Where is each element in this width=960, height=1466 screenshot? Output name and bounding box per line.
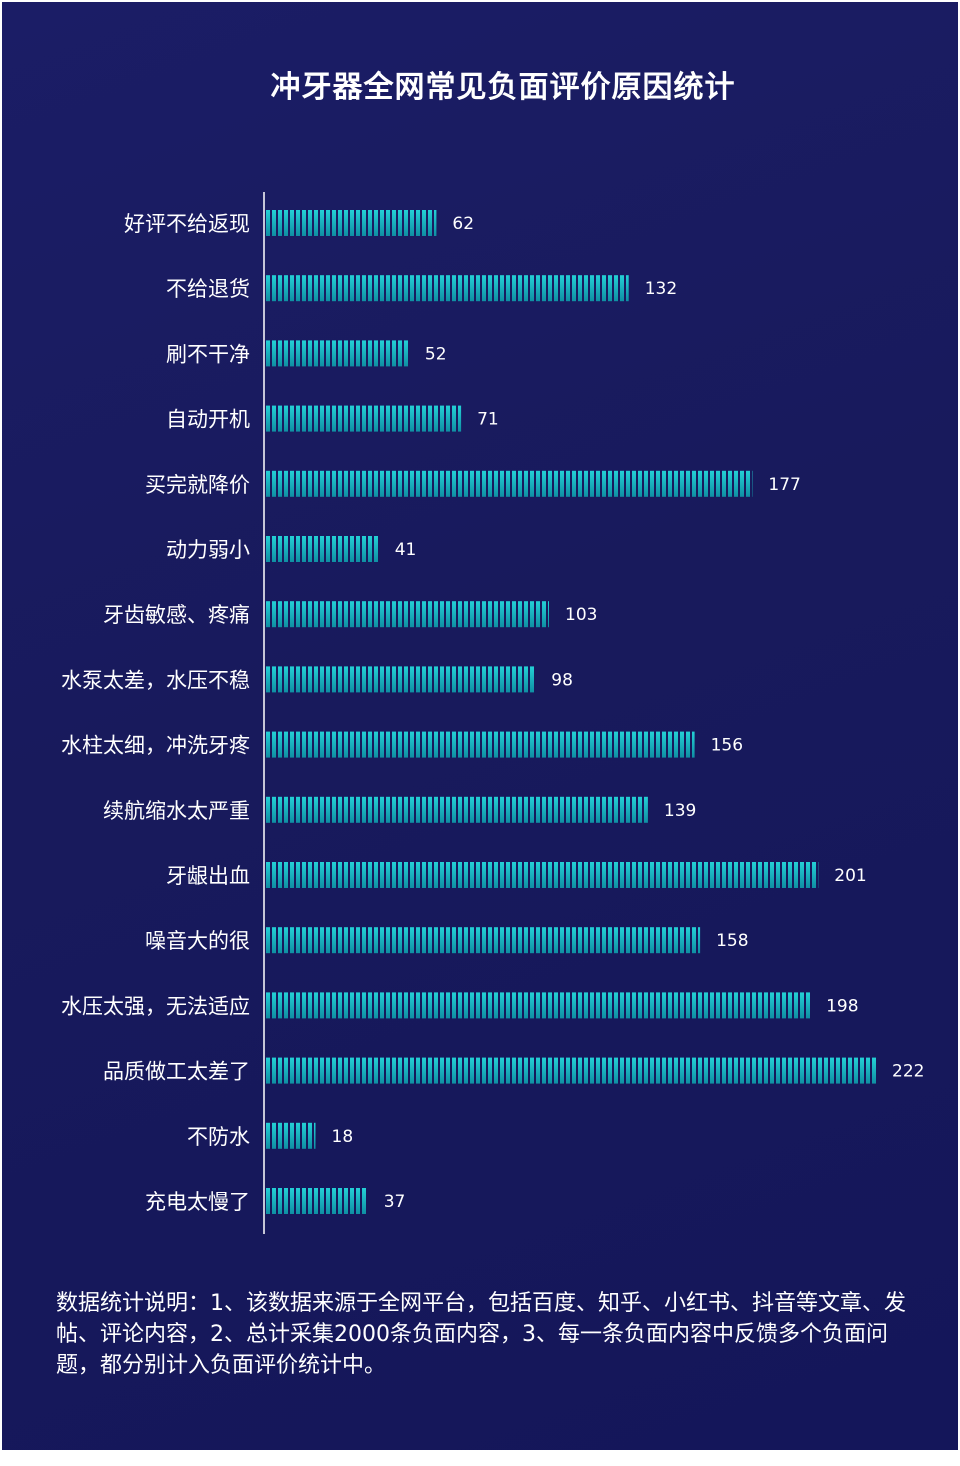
bar xyxy=(266,1057,876,1084)
value-label: 52 xyxy=(425,344,447,364)
value-label: 158 xyxy=(716,931,748,951)
bar-group: 好评不给返现 62 xyxy=(124,210,474,236)
bar-group: 水泵太差，水压不稳 98 xyxy=(61,666,573,693)
bar xyxy=(266,601,549,628)
bar xyxy=(266,210,437,236)
bar-group: 续航缩水太严重 139 xyxy=(103,796,696,823)
bar-group: 品质做工太差了 222 xyxy=(103,1057,924,1084)
bar xyxy=(266,340,408,367)
value-label: 103 xyxy=(565,605,597,625)
value-label: 222 xyxy=(892,1062,924,1082)
bar xyxy=(266,731,695,758)
bar xyxy=(266,796,648,823)
value-label: 18 xyxy=(332,1127,354,1147)
chart-title: 冲牙器全网常见负面评价原因统计 xyxy=(270,70,736,105)
value-label: 98 xyxy=(551,670,573,690)
bar-group: 不防水 18 xyxy=(187,1122,354,1149)
category-label: 牙齿敏感、疼痛 xyxy=(103,603,250,627)
category-label: 品质做工太差了 xyxy=(103,1060,250,1084)
value-label: 132 xyxy=(645,279,677,299)
footnote: 数据统计说明：1、该数据来源于全网平台，包括百度、知乎、小红书、抖音等文章、发帖… xyxy=(56,1291,906,1378)
category-label: 充电太慢了 xyxy=(145,1190,250,1214)
category-label: 动力弱小 xyxy=(166,538,250,562)
category-label: 刷不干净 xyxy=(166,342,250,366)
value-label: 41 xyxy=(395,540,417,560)
value-label: 139 xyxy=(664,801,696,821)
bar xyxy=(266,666,534,693)
value-label: 198 xyxy=(826,996,858,1016)
value-label: 37 xyxy=(384,1192,406,1212)
value-label: 177 xyxy=(768,475,800,495)
bar-group: 动力弱小 41 xyxy=(166,536,416,562)
bar xyxy=(266,470,753,497)
bar-group: 牙齿敏感、疼痛 103 xyxy=(103,601,597,628)
category-label: 水压太强，无法适应 xyxy=(61,994,250,1018)
category-label: 不给退货 xyxy=(166,277,250,301)
bar xyxy=(266,536,378,562)
category-label: 好评不给返现 xyxy=(124,212,250,236)
category-label: 续航缩水太严重 xyxy=(103,799,250,823)
category-label: 噪音大的很 xyxy=(145,929,250,953)
bar xyxy=(266,927,701,954)
bar xyxy=(266,992,810,1019)
bar-group: 牙龈出血 201 xyxy=(166,862,867,888)
value-label: 62 xyxy=(452,214,474,234)
category-label: 水泵太差，水压不稳 xyxy=(61,668,250,692)
value-label: 201 xyxy=(834,866,866,886)
bar-group: 自动开机 71 xyxy=(166,405,499,432)
bar-group: 充电太慢了 37 xyxy=(145,1188,405,1214)
value-label: 71 xyxy=(477,410,499,430)
category-label: 自动开机 xyxy=(166,408,250,432)
category-label: 水柱太细，冲洗牙疼 xyxy=(61,734,250,758)
bar-group: 水柱太细，冲洗牙疼 156 xyxy=(61,731,743,758)
bar-group: 刷不干净 52 xyxy=(166,340,447,367)
category-label: 买完就降价 xyxy=(145,473,250,497)
bar xyxy=(266,1188,366,1214)
bar xyxy=(266,1122,316,1149)
category-label: 牙龈出血 xyxy=(166,864,250,888)
bar-group: 不给退货 132 xyxy=(166,275,677,302)
bar xyxy=(266,275,629,302)
bar-group: 水压太强，无法适应 198 xyxy=(61,992,859,1019)
value-label: 156 xyxy=(711,736,743,756)
bar xyxy=(266,862,819,888)
bar-group: 买完就降价 177 xyxy=(145,470,801,497)
category-label: 不防水 xyxy=(187,1125,250,1149)
bar xyxy=(266,405,462,432)
bar-group: 噪音大的很 158 xyxy=(145,927,749,954)
